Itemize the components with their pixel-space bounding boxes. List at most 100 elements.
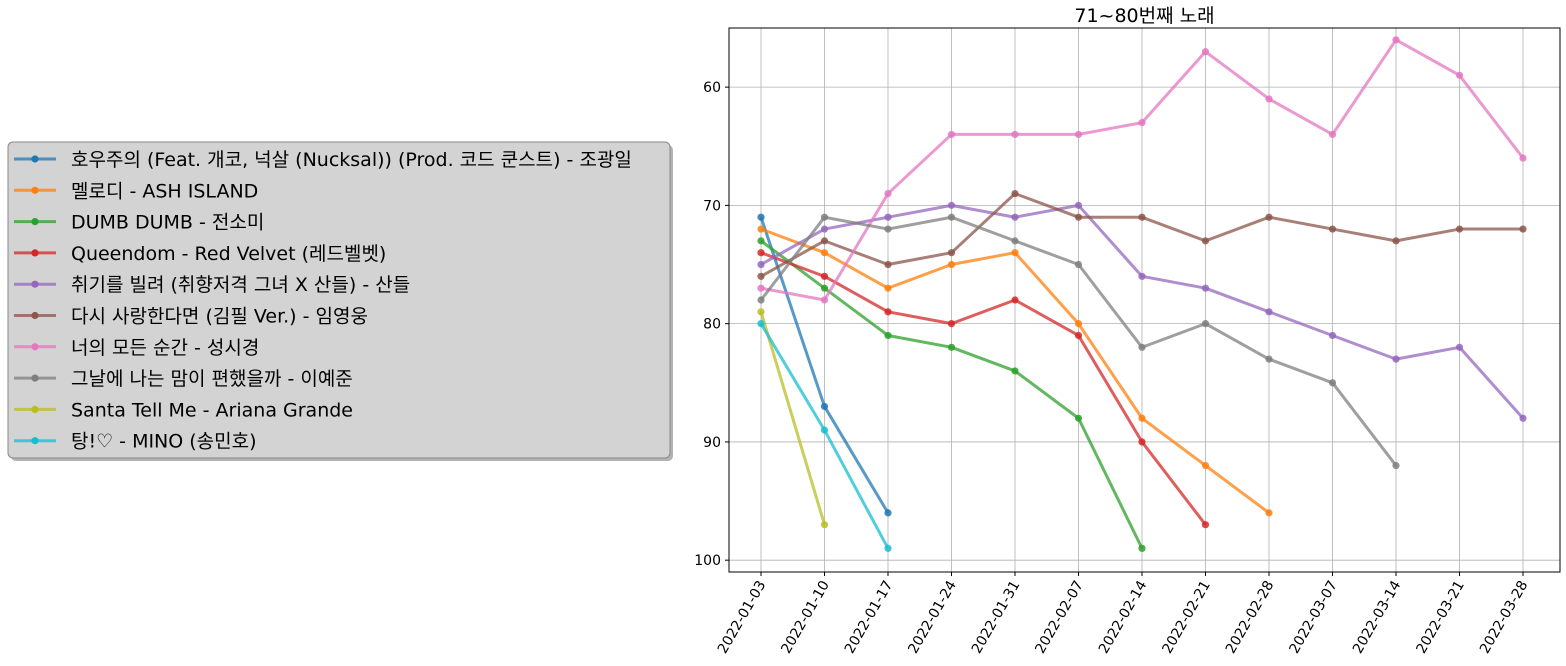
data-point	[1201, 237, 1210, 245]
data-point	[947, 213, 956, 221]
x-tick-label: 2022-02-21	[1159, 578, 1214, 656]
data-point	[820, 225, 829, 233]
data-point	[947, 249, 956, 257]
legend-label: 탕!♡ - MINO (송민호)	[71, 431, 257, 453]
data-point	[947, 130, 956, 139]
x-tick-label: 2022-03-28	[1477, 578, 1532, 656]
x-tick-label: 2022-01-24	[905, 578, 960, 657]
data-point	[1455, 71, 1464, 79]
data-point	[884, 331, 892, 340]
data-point	[757, 213, 765, 221]
data-point	[820, 249, 829, 257]
data-point	[1328, 130, 1337, 139]
data-point	[1328, 331, 1337, 340]
data-point	[947, 201, 956, 209]
legend-label: 너의 모든 순간 - 성시경	[71, 337, 259, 359]
y-tick-label: 70	[703, 198, 721, 214]
legend-label: 호우주의 (Feat. 개코, 넉살 (Nucksal)) (Prod. 코드 …	[71, 149, 632, 171]
data-point	[1519, 225, 1527, 233]
plot-frame	[728, 27, 1561, 573]
data-point	[1011, 189, 1019, 198]
data-point	[757, 260, 765, 269]
data-point	[1138, 438, 1146, 446]
legend-marker	[31, 155, 39, 163]
series-line	[759, 311, 826, 526]
data-point	[884, 213, 892, 221]
legend-marker	[31, 218, 39, 226]
data-point	[1519, 154, 1527, 162]
data-point	[1074, 213, 1083, 221]
x-tick-label: 2022-01-03	[715, 578, 770, 656]
data-point	[1074, 260, 1083, 269]
data-point	[1265, 95, 1273, 103]
legend-marker	[31, 249, 39, 257]
series-7	[757, 213, 1400, 470]
data-point	[884, 225, 892, 233]
data-point	[1201, 48, 1210, 56]
x-tick-label: 2022-03-07	[1286, 578, 1341, 656]
data-point	[1392, 237, 1400, 245]
data-point	[884, 284, 892, 292]
data-point	[757, 249, 765, 257]
data-point	[947, 343, 956, 351]
data-point	[1201, 320, 1210, 328]
legend-label: DUMB DUMB - 전소미	[71, 212, 264, 234]
data-point	[1011, 367, 1019, 375]
series-9	[757, 320, 892, 552]
x-tick-label: 2022-02-28	[1223, 578, 1278, 656]
data-point	[1265, 308, 1273, 316]
x-tick-label: 2022-01-31	[969, 578, 1024, 656]
data-point	[1328, 225, 1337, 233]
legend-label: 그날에 나는 맘이 편했을까 - 이예준	[71, 368, 353, 390]
series-5	[757, 189, 1527, 280]
data-point	[1138, 119, 1146, 127]
data-point	[1138, 213, 1146, 221]
legend-marker	[31, 311, 39, 320]
data-point	[947, 320, 956, 328]
data-point	[820, 296, 829, 304]
data-point	[1011, 296, 1019, 304]
legend-label: 다시 사랑한다면 (김필 Ver.) - 임영웅	[71, 306, 368, 328]
data-point	[757, 237, 765, 245]
y-tick-label: 60	[703, 80, 721, 96]
y-tick-label: 100	[694, 553, 721, 569]
data-point	[820, 213, 829, 221]
data-point	[1074, 130, 1083, 139]
data-point	[1074, 320, 1083, 328]
data-point	[820, 521, 829, 529]
legend-label: 취기를 빌려 (취향저격 그녀 X 산들) - 산들	[71, 274, 410, 296]
data-point	[1138, 272, 1146, 280]
series-0	[757, 213, 892, 517]
data-point	[1455, 225, 1464, 233]
legend-label: Queendom - Red Velvet (레드벨벳)	[71, 243, 386, 265]
series-2	[757, 237, 1146, 552]
data-point	[757, 225, 765, 233]
y-tick-label: 90	[703, 435, 721, 451]
data-point	[1455, 343, 1464, 351]
data-point	[1392, 461, 1400, 470]
y-tick-label: 80	[703, 317, 721, 333]
legend: 호우주의 (Feat. 개코, 넉살 (Nucksal)) (Prod. 코드 …	[7, 141, 673, 461]
data-point	[884, 260, 892, 269]
data-point	[1328, 379, 1337, 387]
data-point	[884, 308, 892, 316]
data-point	[1011, 237, 1019, 245]
legend-label: 멜로디 - ASH ISLAND	[71, 180, 258, 202]
data-point	[1011, 213, 1019, 221]
legend-marker	[31, 405, 39, 413]
data-point	[1138, 544, 1146, 552]
data-point	[757, 296, 765, 304]
data-point	[947, 260, 956, 269]
x-tick-label: 2022-02-07	[1032, 578, 1087, 656]
data-point	[757, 308, 765, 316]
data-point	[1265, 509, 1273, 517]
legend-marker	[31, 186, 39, 194]
data-point	[1201, 461, 1210, 470]
data-point	[884, 509, 892, 517]
series-4	[757, 201, 1527, 422]
x-tick-label: 2022-03-21	[1413, 578, 1468, 656]
data-point	[1074, 201, 1083, 209]
legend-marker	[31, 280, 39, 288]
data-point	[1201, 284, 1210, 292]
